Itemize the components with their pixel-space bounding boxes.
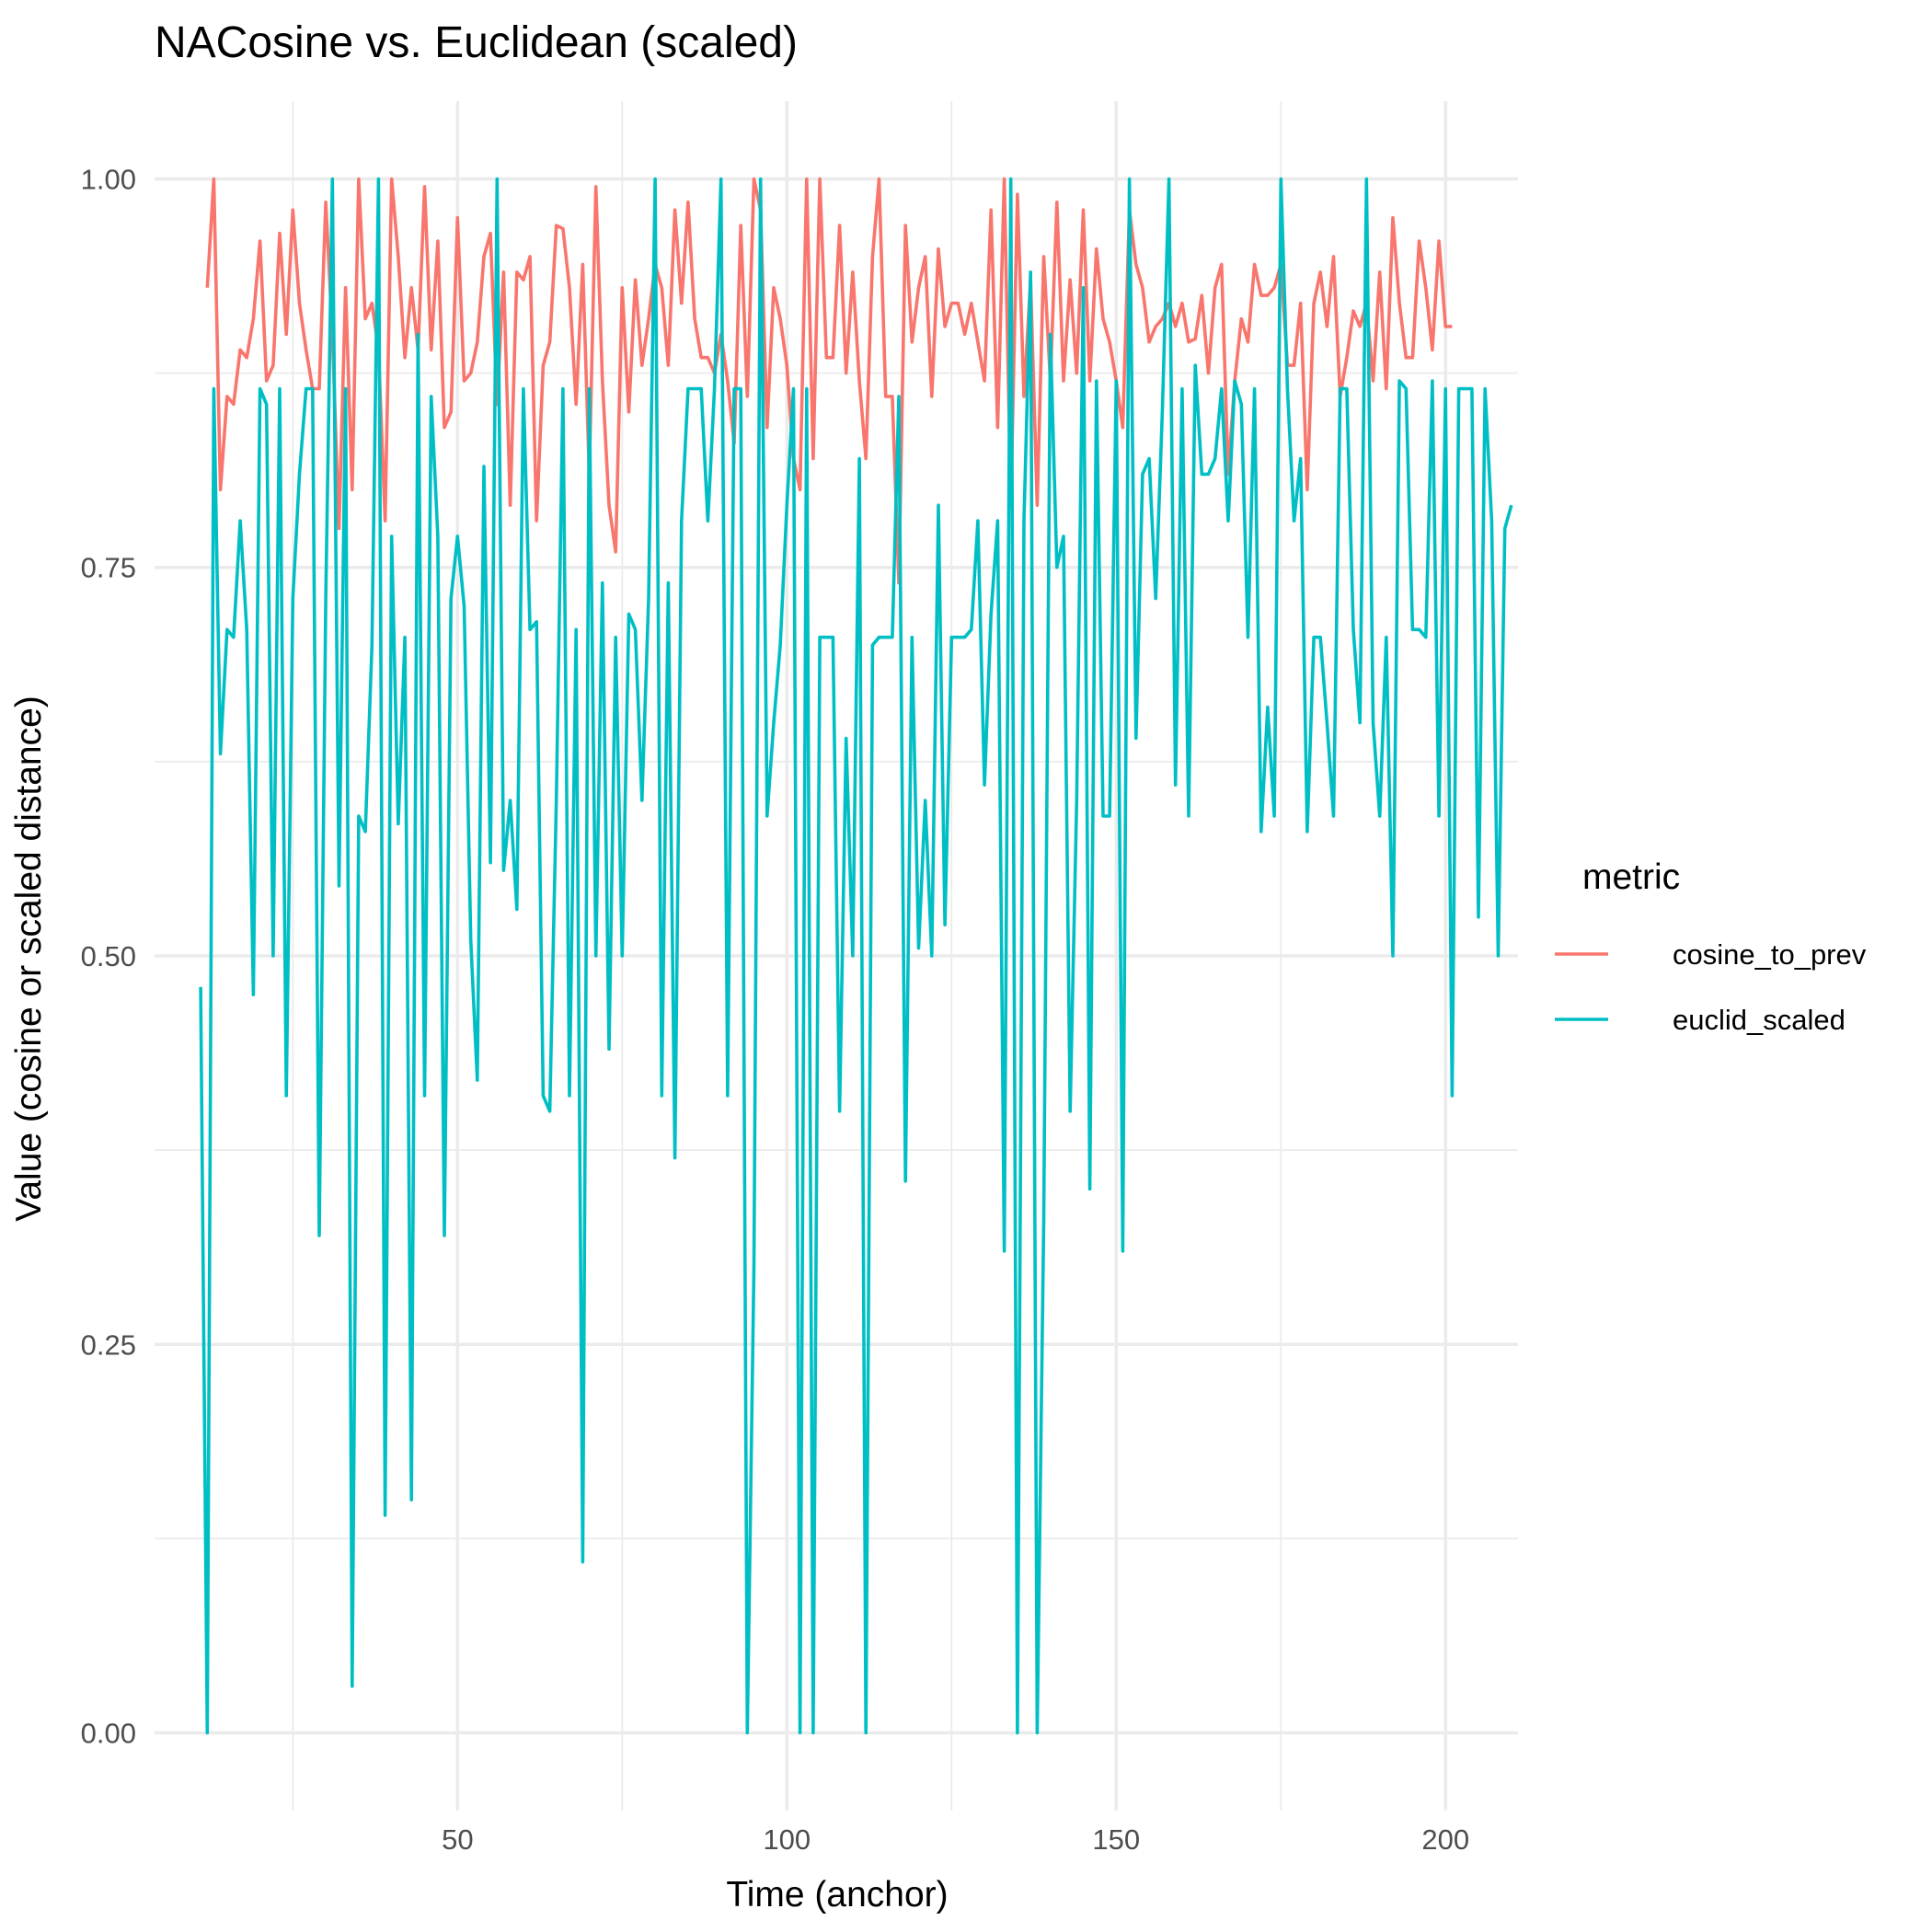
legend-label-cosine_to_prev: cosine_to_prev [1673, 938, 1867, 971]
y-tick-label: 1.00 [81, 163, 136, 195]
x-tick-label: 50 [442, 1823, 473, 1856]
y-axis-title: Value (cosine or scaled distance) [9, 696, 49, 1222]
y-tick-label: 0.25 [81, 1328, 136, 1361]
series-line-euclid_scaled [199, 177, 1513, 1735]
x-tick-label: 200 [1421, 1823, 1469, 1856]
y-tick-label: 0.50 [81, 940, 136, 972]
y-tick-label: 0.00 [81, 1718, 136, 1750]
legend-label-euclid_scaled: euclid_scaled [1673, 1004, 1846, 1036]
legend-title: metric [1582, 857, 1680, 897]
tick-label-layer: 50 100 150 200 0.00 0.25 0.50 0.75 1.00 [81, 163, 1469, 1856]
series-line-cosine_to_prev [205, 177, 1453, 585]
chart-title: NACosine vs. Euclidean (scaled) [155, 18, 798, 67]
legend: metric cosine_to_prev euclid_scaled [1555, 857, 1867, 1036]
x-axis-title: Time (anchor) [726, 1875, 948, 1915]
series-layer [199, 177, 1513, 1735]
x-tick-label: 150 [1092, 1823, 1140, 1856]
y-tick-label: 0.75 [81, 552, 136, 584]
x-tick-label: 100 [763, 1823, 811, 1856]
